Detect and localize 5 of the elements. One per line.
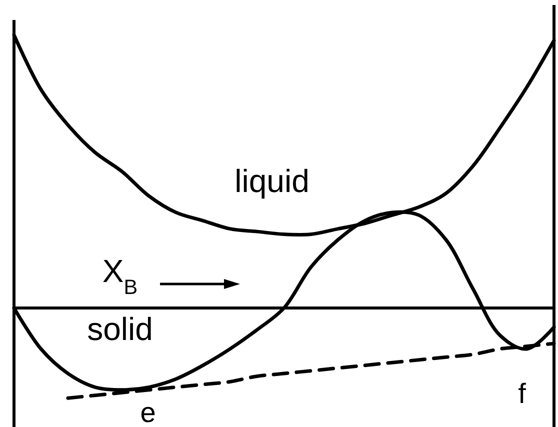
annotation: X$_{B}$: [102, 253, 138, 298]
series-label: liquid: [234, 163, 310, 199]
series-label: solid: [87, 311, 153, 347]
annotation: f: [518, 378, 526, 409]
annotation: e: [140, 397, 156, 427]
